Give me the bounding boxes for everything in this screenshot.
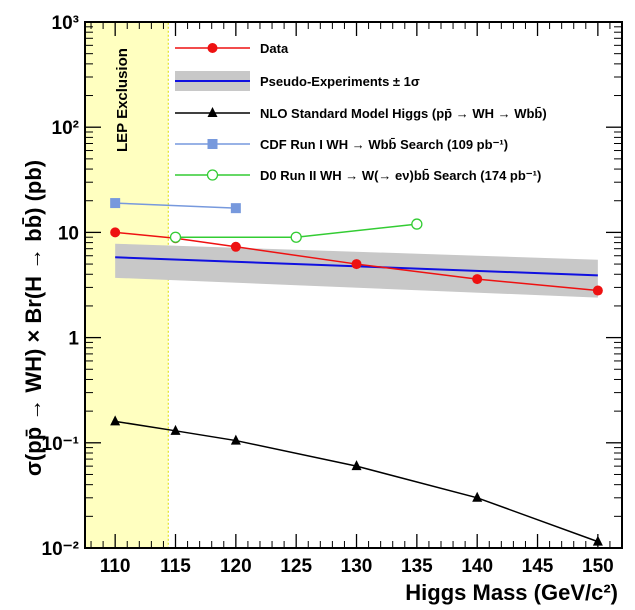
point-data — [230, 241, 241, 252]
point-sm-higgs — [472, 491, 483, 502]
legend-label: Data — [260, 41, 289, 56]
legend-label: NLO Standard Model Higgs (pp̄ → WH → Wbb… — [260, 106, 547, 121]
legend-marker — [207, 43, 218, 53]
legend-label: Pseudo-Experiments ± 1σ — [260, 74, 420, 89]
series-d0-run2 — [169, 218, 423, 243]
point-d0-run2 — [169, 231, 182, 243]
y-tick-label: 10⁻² — [42, 539, 80, 560]
y-axis-title: σ(pp̄ → WH) × Br(H → bb̄) (pb) — [21, 160, 46, 476]
y-tick-label: 10 — [58, 223, 79, 244]
series-line-data — [115, 231, 598, 292]
x-axis-title: Higgs Mass (GeV/c²) — [405, 580, 618, 605]
point-data — [351, 259, 362, 270]
point-d0-run2 — [290, 231, 302, 243]
point-sm-higgs — [110, 415, 121, 426]
legend-label: D0 Run II WH → W(→ eν)bb̄ Search (174 pb… — [260, 168, 541, 183]
series-line-cdf-run1 — [115, 202, 236, 209]
point-sm-higgs — [170, 424, 181, 435]
lep-exclusion-region — [84, 21, 169, 549]
legend-marker — [206, 169, 219, 181]
lep-exclusion-label: LEP Exclusion — [114, 48, 131, 152]
plot-frame — [84, 21, 623, 549]
series-cdf-run1 — [110, 198, 241, 214]
legend-entry: CDF Run I WH → Wbb̄ Search (109 pb⁻¹) — [175, 137, 508, 152]
legend-entry: Pseudo-Experiments ± 1σ — [175, 71, 420, 91]
legend-marker — [207, 139, 218, 149]
legend-entry: NLO Standard Model Higgs (pp̄ → WH → Wbb… — [175, 106, 547, 121]
point-data — [110, 227, 121, 238]
x-tick-label: 150 — [582, 556, 614, 577]
point-sm-higgs — [230, 434, 241, 445]
point-cdf-run1 — [110, 198, 121, 209]
point-data — [472, 274, 483, 285]
y-tick-label: 1 — [68, 329, 79, 350]
legend-label: CDF Run I WH → Wbb̄ Search (109 pb⁻¹) — [260, 137, 508, 152]
point-d0-run2 — [411, 218, 423, 230]
y-tick-label: 10⁻¹ — [42, 434, 80, 455]
point-data — [592, 285, 603, 296]
y-tick-label: 10² — [52, 118, 79, 139]
legend-entry: Data — [175, 41, 289, 56]
series-sm-higgs — [110, 415, 603, 546]
pseudo-experiment-band — [115, 243, 598, 298]
y-tick-label: 10³ — [52, 13, 79, 34]
point-cdf-run1 — [230, 203, 241, 214]
x-tick-label: 130 — [341, 556, 373, 577]
legend-entry: D0 Run II WH → W(→ eν)bb̄ Search (174 pb… — [175, 168, 541, 183]
point-sm-higgs — [351, 460, 362, 471]
x-tick-label: 135 — [401, 556, 433, 577]
legend-marker — [207, 107, 218, 117]
x-tick-label: 115 — [160, 556, 191, 577]
x-tick-label: 120 — [220, 556, 252, 577]
x-tick-label: 110 — [100, 556, 131, 577]
x-tick-label: 140 — [461, 556, 493, 577]
x-tick-label: 145 — [522, 556, 554, 577]
x-tick-label: 125 — [280, 556, 312, 577]
series-line-sm-higgs — [115, 420, 599, 543]
